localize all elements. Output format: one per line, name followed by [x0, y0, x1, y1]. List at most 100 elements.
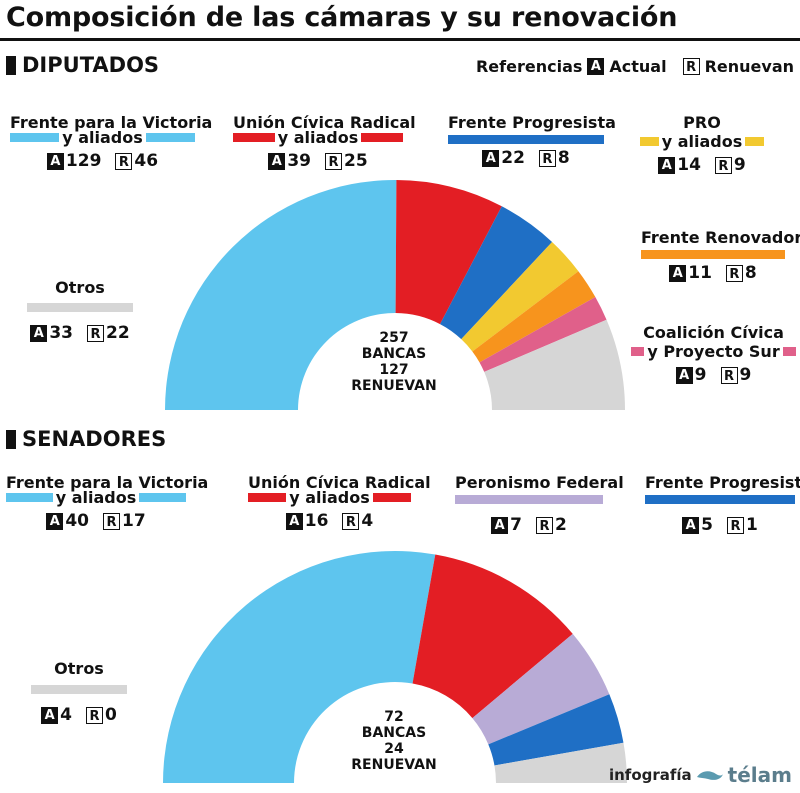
party-color-swatch: [10, 133, 60, 142]
party-color-swatch: [233, 133, 275, 142]
section-senadores: SENADORES: [6, 427, 166, 451]
renew-value: 4: [361, 511, 374, 531]
renew-badge-icon: R: [342, 513, 360, 530]
actual-badge-icon: A: [587, 58, 605, 75]
party-name: Coalición Cívica: [643, 323, 784, 342]
party-color-swatch: [782, 347, 797, 356]
actual-value: 5: [701, 515, 713, 535]
total-seats-label: BANCAS: [361, 725, 427, 741]
legend-item-ucr-senadores: Unión Cívica Radical y aliados A 16 R 4: [248, 473, 431, 531]
hemicycle-slice-pro: [461, 241, 579, 352]
party-name: PRO: [683, 113, 721, 132]
legend-item-fr-diputados: Frente Renovador A 11 R 8: [641, 228, 800, 283]
party-name: Otros: [54, 659, 104, 678]
actual-value: 40: [65, 511, 89, 531]
legend-item-fpv-senadores: Frente para la Victoria y aliados A 40 R…: [6, 473, 209, 531]
hemicycle-slice-frente-renovador: [472, 271, 596, 363]
party-name-line2: y aliados: [62, 128, 143, 147]
total-seats-label: BANCAS: [361, 346, 427, 362]
party-color-swatch: [361, 133, 403, 142]
legend-item-pro-diputados: PRO y aliados A 14 R 9: [640, 113, 764, 175]
actual-value: 9: [694, 365, 707, 385]
renew-value: 8: [744, 263, 757, 283]
renew-badge-icon: R: [538, 150, 556, 167]
telam-logo-icon: [696, 771, 723, 780]
party-name-line2: y aliados: [289, 488, 370, 507]
actual-badge-icon: A: [675, 367, 693, 384]
legend-item-otros-diputados: Otros A 33 R 22: [27, 278, 133, 343]
credit-text: infografía: [608, 766, 692, 784]
party-name-line2: y aliados: [277, 128, 359, 147]
hemicycle-slice-uni-n-c-vica-radical: [412, 554, 573, 719]
party-color-swatch: [641, 250, 785, 259]
actual-badge-icon: A: [46, 513, 64, 530]
actual-value: 4: [60, 705, 72, 725]
total-seats: 72: [384, 709, 404, 725]
renew-seats: 24: [384, 741, 404, 757]
legend-item-ucr-diputados: Unión Cívica Radical y aliados A 39 R 25: [233, 113, 416, 171]
party-name: Frente para la Victoria: [6, 473, 209, 492]
page-title: Composición de las cámaras y su renovaci…: [6, 2, 678, 33]
party-name: Frente para la Victoria: [10, 113, 213, 132]
actual-value: 11: [688, 263, 712, 283]
renew-badge-icon: R: [536, 517, 553, 534]
hemicycle-slice-uni-n-c-vica-radical: [395, 180, 502, 325]
section-title-senadores: SENADORES: [22, 427, 167, 451]
renew-value: 9: [739, 365, 752, 385]
legend-item-fp-senadores: Frente Progresista A 5 R 1: [645, 473, 800, 535]
renew-badge-icon: R: [727, 517, 744, 534]
section-diputados: DIPUTADOS: [6, 53, 159, 77]
renew-value: 46: [134, 151, 159, 171]
renew-value: 25: [344, 151, 368, 171]
hemicycle-slice-coalici-n-c-vica: [479, 297, 607, 372]
hemicycle-slice-otros: [484, 319, 625, 410]
actual-badge-icon: A: [669, 265, 687, 282]
actual-badge-icon: A: [30, 325, 48, 342]
senadores-center-label: 72 BANCAS 24 RENUEVAN: [344, 709, 444, 773]
hemicycle-slice-peronismo-federal: [472, 633, 610, 745]
actual-badge-icon: A: [41, 707, 59, 724]
renew-badge-icon: R: [725, 265, 743, 282]
actual-value: 16: [304, 511, 329, 531]
hemicycle-slice-frente-para-la-victoria: [165, 180, 397, 410]
hemicycle-slice-frente-para-la-victoria: [163, 550, 436, 783]
party-name: Unión Cívica Radical: [233, 113, 416, 132]
renew-badge-icon: R: [115, 153, 133, 170]
legend-item-otros-senadores: Otros A 4 R 0: [31, 659, 127, 725]
actual-value: 33: [49, 323, 73, 343]
hemicycle-slice-otros: [494, 742, 627, 783]
renew-value: 2: [555, 515, 567, 535]
hemicycle-slice-frente-progresista: [440, 206, 553, 340]
renew-badge-icon: R: [103, 513, 120, 530]
party-name: Frente Progresista: [448, 113, 616, 132]
party-name: Frente Renovador: [641, 228, 800, 247]
party-color-swatch: [6, 493, 53, 502]
renew-seats-label: RENUEVAN: [351, 757, 437, 773]
party-name: Frente Progresista: [645, 473, 800, 492]
legend-renew-label: Renuevan: [704, 57, 794, 76]
legend-item-fp-diputados: Frente Progresista A 22 R 8: [448, 113, 616, 168]
actual-badge-icon: A: [491, 517, 509, 534]
renew-badge-icon: R: [86, 707, 103, 724]
legend-actual-label: Actual: [609, 57, 667, 76]
renew-value: 17: [122, 511, 146, 531]
renew-badge-icon: R: [720, 367, 738, 384]
actual-value: 129: [65, 151, 102, 171]
actual-badge-icon: A: [658, 157, 676, 174]
hemicycle-slice-frente-progresista: [488, 694, 624, 766]
party-color-swatch: [645, 495, 795, 504]
actual-badge-icon: A: [285, 513, 303, 530]
party-color-swatch: [31, 685, 127, 694]
party-color-swatch: [631, 347, 645, 356]
section-marker-icon: [6, 429, 16, 449]
diputados-center-label: 257 BANCAS 127 RENUEVAN: [344, 330, 444, 394]
renew-seats-label: RENUEVAN: [351, 378, 437, 394]
renew-value: 9: [733, 155, 746, 175]
legend: Referencias A Actual R Renuevan: [476, 57, 794, 76]
party-color-swatch: [139, 493, 186, 502]
party-color-swatch: [27, 303, 133, 312]
actual-badge-icon: A: [482, 150, 500, 167]
renew-value: 1: [746, 515, 758, 535]
party-name-line2: y aliados: [661, 132, 743, 151]
